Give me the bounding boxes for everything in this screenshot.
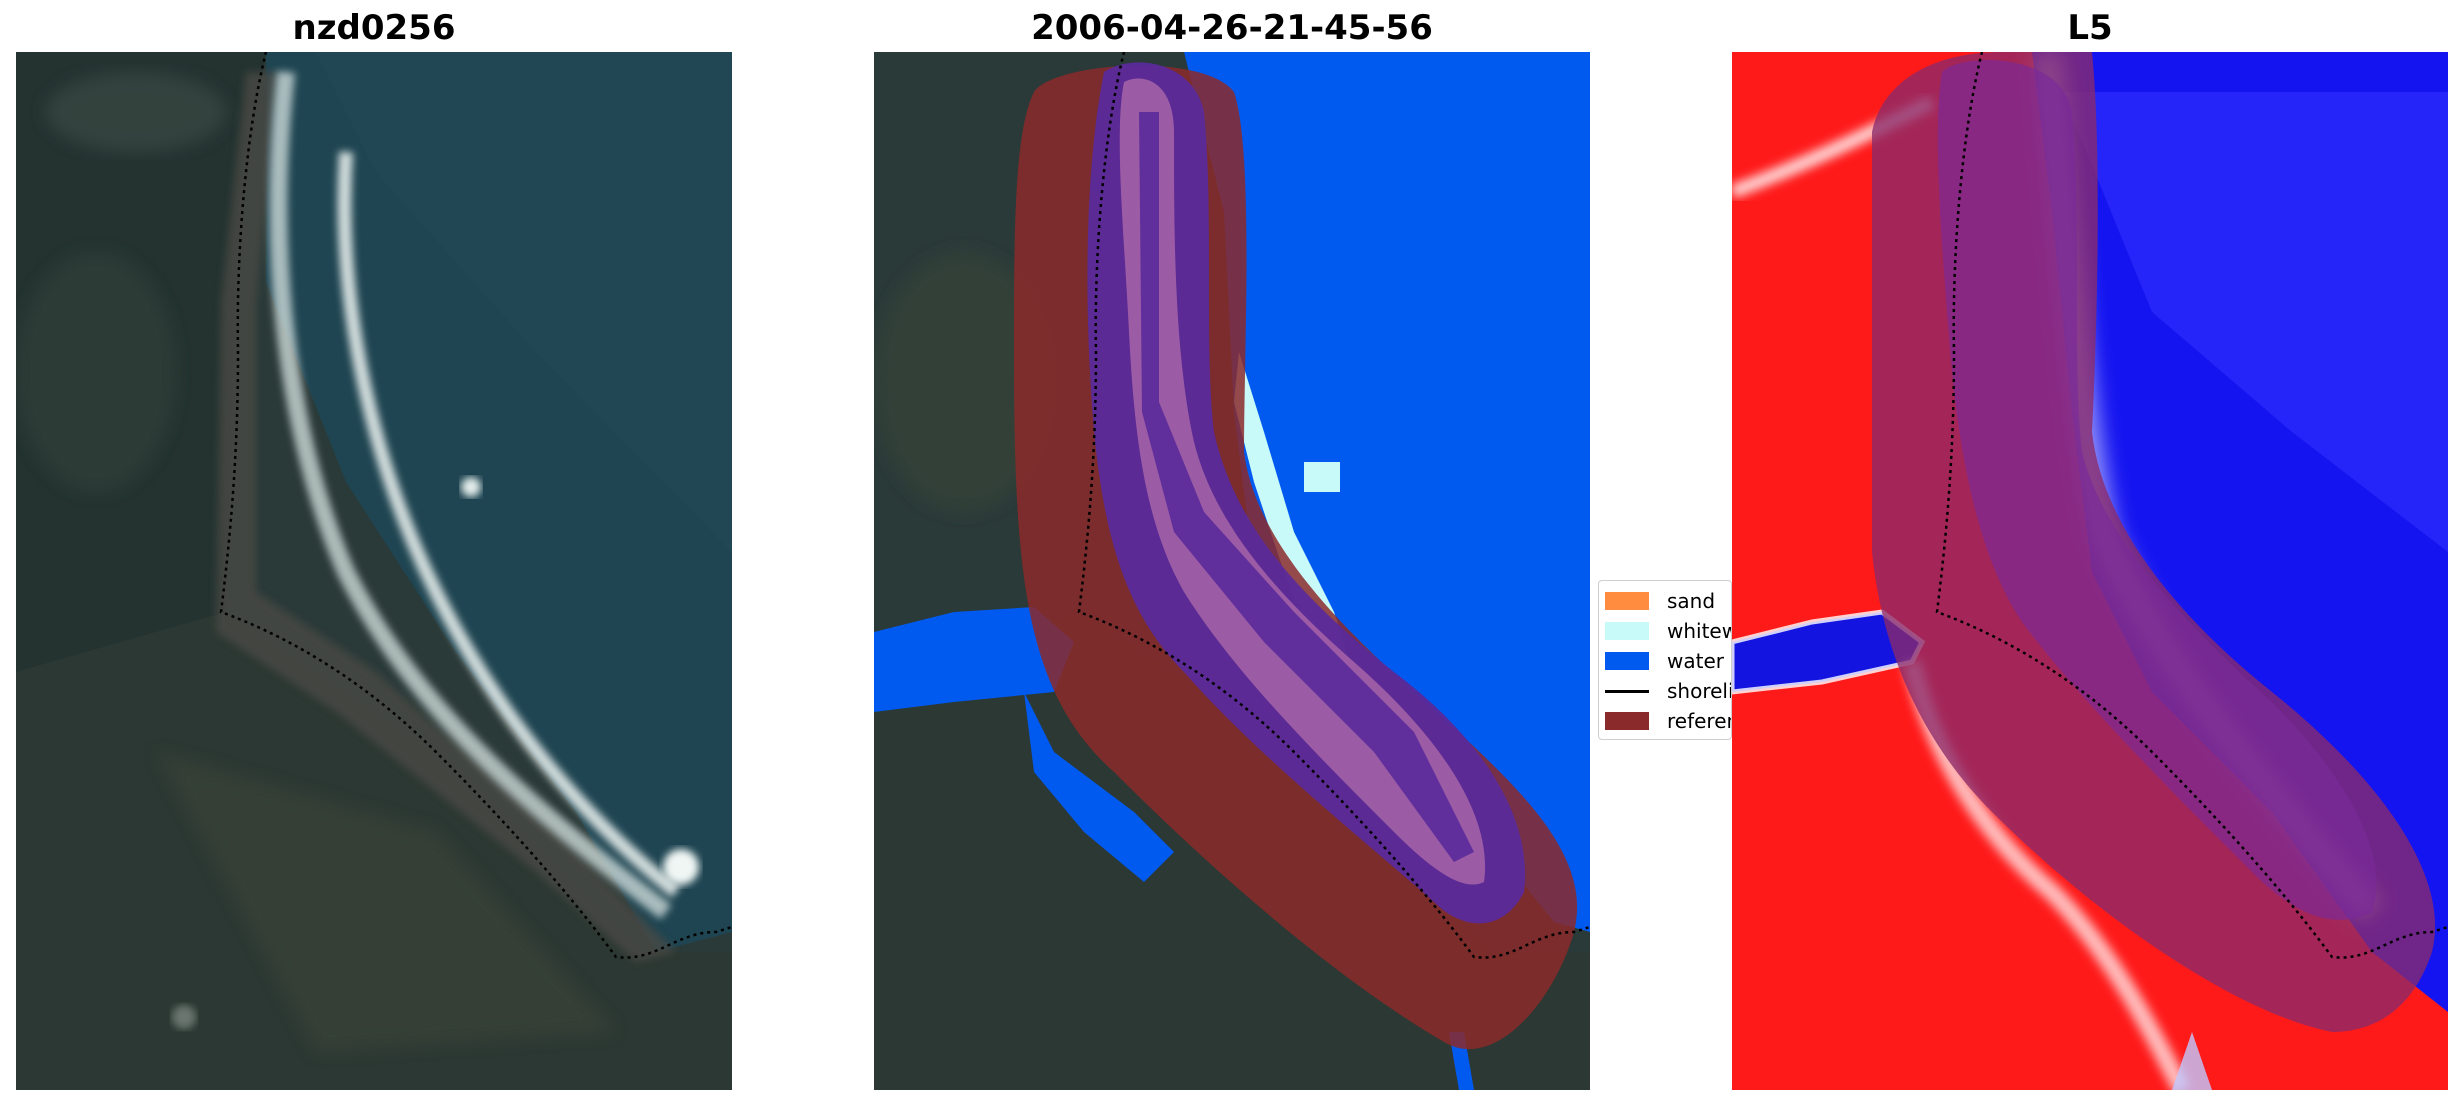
classification-image bbox=[874, 52, 1590, 1090]
satellite-image-panel bbox=[16, 52, 732, 1090]
legend-item-shoreline: shoreline bbox=[1605, 677, 1731, 705]
legend-label: water bbox=[1667, 649, 1724, 673]
legend-item-sand: sand bbox=[1605, 587, 1715, 615]
legend-swatch-reference bbox=[1605, 712, 1649, 730]
legend-item-water: water bbox=[1605, 647, 1724, 675]
legend-label: shoreline bbox=[1667, 679, 1731, 703]
panel-title-classification: 2006-04-26-21-45-56 bbox=[1031, 8, 1433, 48]
legend-swatch-sand bbox=[1605, 592, 1649, 610]
legend-label: sand bbox=[1667, 589, 1716, 613]
legend-label: reference bbox=[1667, 709, 1731, 733]
legend-swatch-shoreline bbox=[1605, 689, 1649, 693]
legend-item-reference: reference bbox=[1605, 707, 1731, 735]
satellite-image bbox=[16, 52, 732, 1090]
classification-panel bbox=[874, 52, 1590, 1090]
panel-title-satellite: nzd0256 bbox=[292, 8, 456, 48]
panel-title-index: L5 bbox=[2067, 8, 2113, 48]
legend-swatch-whitewater bbox=[1605, 622, 1649, 640]
index-panel bbox=[1732, 52, 2448, 1090]
legend-swatch-water bbox=[1605, 652, 1649, 670]
index-image bbox=[1732, 52, 2448, 1090]
